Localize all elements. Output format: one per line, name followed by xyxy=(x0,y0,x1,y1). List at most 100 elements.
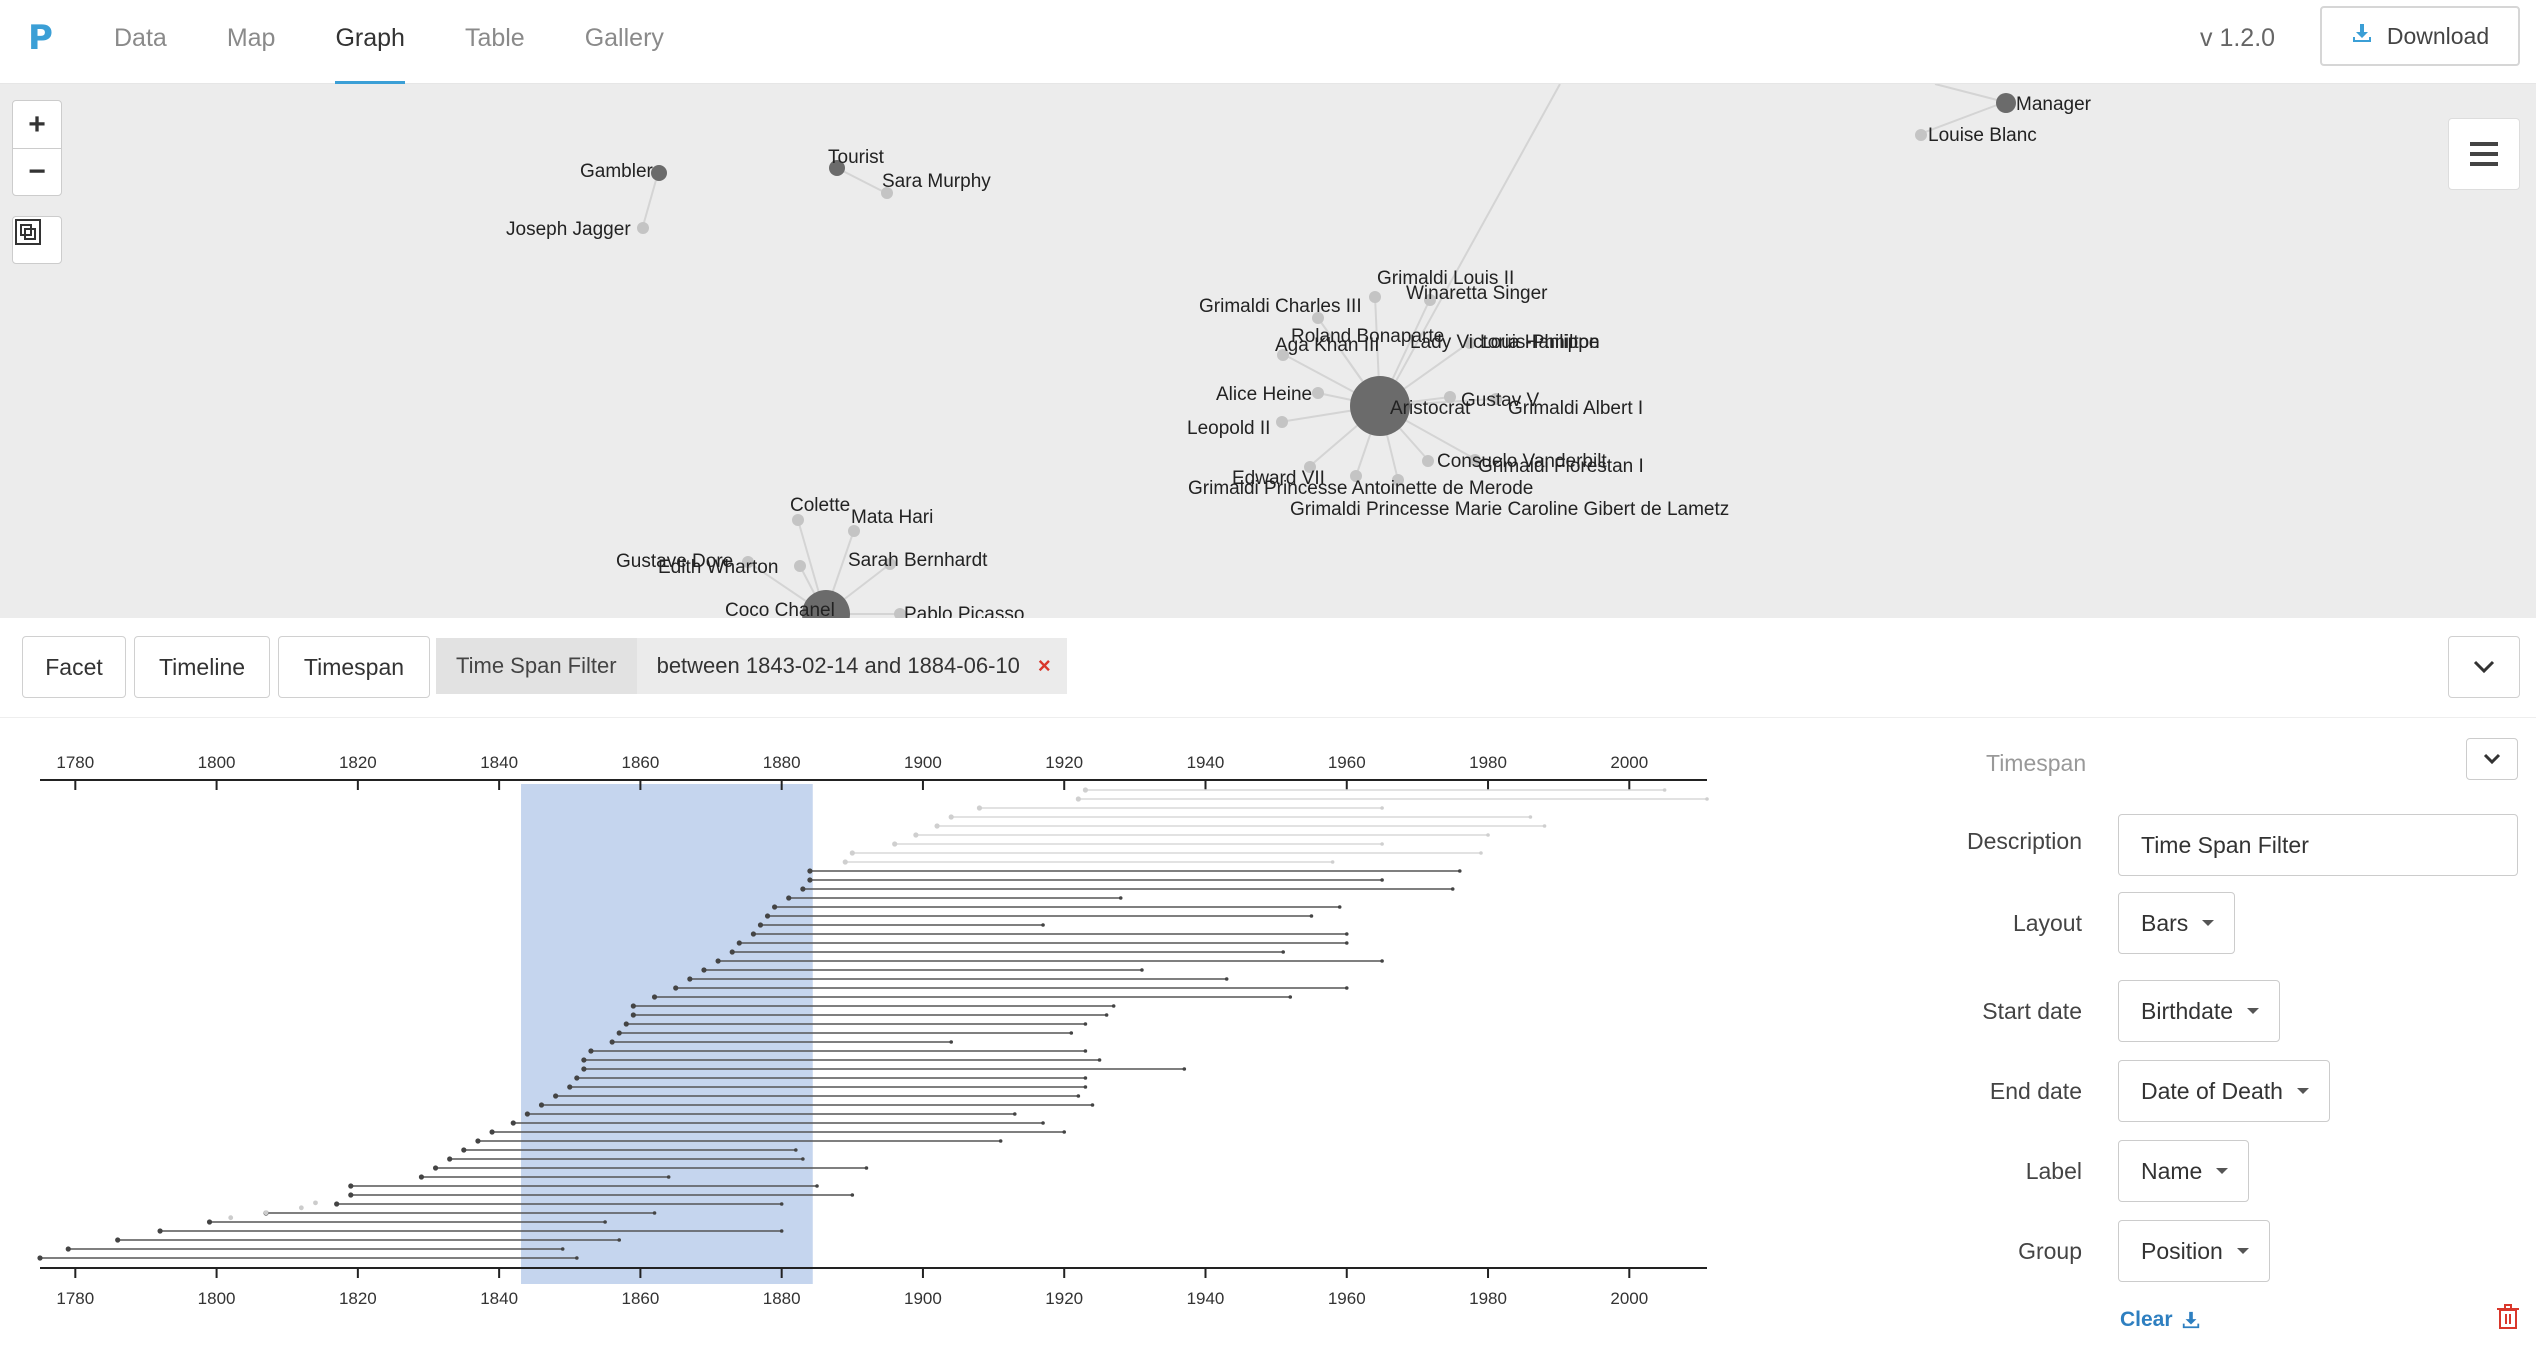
timespan-bar[interactable] xyxy=(37,1255,579,1261)
tab-map[interactable]: Map xyxy=(226,24,276,52)
tab-table[interactable]: Table xyxy=(464,24,525,52)
node-tourist[interactable] xyxy=(829,160,845,176)
timespan-bar[interactable] xyxy=(757,922,1045,928)
node-gambler[interactable] xyxy=(651,165,667,181)
trash-icon[interactable] xyxy=(2496,1304,2520,1335)
zoom-in-button[interactable]: + xyxy=(28,107,46,141)
timespan-bar[interactable] xyxy=(432,1165,869,1171)
timespan-bar[interactable] xyxy=(934,823,1547,829)
node-gustav-v[interactable] xyxy=(1444,391,1456,403)
timespan-bar[interactable] xyxy=(581,1066,1187,1072)
node-aristocrat[interactable] xyxy=(1350,376,1410,436)
timespan-bar[interactable] xyxy=(1075,796,1709,802)
timespan-bar[interactable] xyxy=(206,1219,607,1225)
facet-button[interactable]: Facet xyxy=(22,636,126,698)
label-dropdown[interactable]: Name xyxy=(2118,1140,2250,1202)
node-grimaldi-florestan-i[interactable] xyxy=(1469,454,1481,466)
timespan-bar[interactable] xyxy=(701,967,1144,973)
network-graph[interactable]: Manager Louise Blanc Tourist Sara Murphy… xyxy=(0,84,2536,618)
timespan-bar[interactable] xyxy=(715,958,1384,964)
node-edith-wharton[interactable] xyxy=(794,560,806,572)
timespan-bar[interactable] xyxy=(553,1093,1081,1099)
end-date-dropdown[interactable]: Date of Death xyxy=(2118,1060,2330,1122)
timespan-bar[interactable] xyxy=(849,850,1483,856)
timespan-bar[interactable] xyxy=(807,877,1384,883)
description-input[interactable] xyxy=(2118,814,2518,876)
timespan-button[interactable]: Timespan xyxy=(278,636,430,698)
timespan-bar[interactable] xyxy=(673,985,1349,991)
node-gustave-dore[interactable] xyxy=(742,556,754,568)
collapse-panel-button[interactable] xyxy=(2448,636,2520,698)
timespan-bar[interactable] xyxy=(588,1048,1088,1054)
timespan-bar[interactable] xyxy=(807,868,1462,874)
tab-gallery[interactable]: Gallery xyxy=(584,24,664,52)
timespan-bar[interactable] xyxy=(574,1075,1088,1081)
graph-nodes[interactable] xyxy=(637,93,2016,618)
node-alice-heine[interactable] xyxy=(1312,387,1324,399)
timespan-bar[interactable] xyxy=(581,1057,1102,1063)
timespan-bar[interactable] xyxy=(623,1021,1088,1027)
app-logo[interactable]: P xyxy=(28,18,53,58)
node-louise-blanc[interactable] xyxy=(1915,129,1927,141)
timespan-bar[interactable] xyxy=(729,949,1285,955)
timespan-bar[interactable] xyxy=(538,1102,1095,1108)
timespan-bar[interactable] xyxy=(115,1237,622,1243)
timespan-bar[interactable] xyxy=(651,994,1293,1000)
node-aga-khan-iii[interactable] xyxy=(1277,349,1289,361)
timespan-bar[interactable] xyxy=(461,1147,798,1153)
fit-view-button[interactable] xyxy=(12,216,62,264)
remove-filter-button[interactable]: × xyxy=(1031,638,1067,694)
timespan-bar[interactable] xyxy=(348,1183,819,1189)
node-coco-chanel[interactable] xyxy=(802,590,850,618)
graph-menu-button[interactable] xyxy=(2448,118,2520,190)
tab-graph[interactable]: Graph xyxy=(305,0,434,84)
timespan-bar[interactable] xyxy=(750,931,1349,937)
timespan-bar[interactable] xyxy=(567,1084,1088,1090)
timespan-bar[interactable] xyxy=(764,913,1314,919)
timespan-bar[interactable] xyxy=(948,814,1533,820)
time-span-selection[interactable] xyxy=(521,784,813,1284)
node-winaretta-singer[interactable] xyxy=(1424,294,1436,306)
timespan-bar[interactable] xyxy=(65,1246,565,1252)
filter-name[interactable]: Time Span Filter xyxy=(436,638,637,694)
node-grimaldi-albert-i[interactable] xyxy=(1490,393,1502,405)
node-colette[interactable] xyxy=(792,514,804,526)
timespan-bar[interactable] xyxy=(609,1039,953,1045)
timespan-bar[interactable] xyxy=(348,1192,855,1198)
timespan-bar[interactable] xyxy=(913,832,1490,838)
node-mata-hari[interactable] xyxy=(848,525,860,537)
timespan-bar[interactable] xyxy=(976,805,1384,811)
node-grimaldi-charles-iii[interactable] xyxy=(1369,291,1381,303)
node-manager[interactable] xyxy=(1996,93,2016,113)
timespan-bar[interactable] xyxy=(630,1003,1116,1009)
timespan-bar[interactable] xyxy=(510,1120,1045,1126)
timespan-bar[interactable] xyxy=(1082,787,1667,793)
timespan-bar[interactable] xyxy=(489,1129,1067,1135)
download-button[interactable]: Download xyxy=(2320,6,2520,66)
timespan-bar[interactable] xyxy=(786,895,1123,901)
timespan-bar[interactable] xyxy=(447,1156,805,1162)
group-dropdown[interactable]: Position xyxy=(2118,1220,2270,1282)
zoom-out-button[interactable]: − xyxy=(13,148,61,195)
timespan-bar[interactable] xyxy=(772,904,1342,910)
panel-toggle-button[interactable] xyxy=(2466,738,2518,780)
timespan-bar[interactable] xyxy=(842,859,1335,865)
timespan-bar[interactable] xyxy=(418,1174,671,1180)
timeline-chart[interactable]: 1780 1800 1820 1840 1860 1880 1900 1920 1940 1960… xyxy=(0,718,1760,1354)
node-grimaldi-princesse-antoinette[interactable] xyxy=(1350,470,1362,482)
timespan-bar[interactable] xyxy=(687,976,1229,982)
timespan-bar[interactable] xyxy=(800,886,1455,892)
node-edward-vii[interactable] xyxy=(1304,461,1316,473)
timespan-bar[interactable] xyxy=(334,1201,784,1207)
tab-data[interactable]: Data xyxy=(114,24,167,52)
timespan-bar[interactable] xyxy=(616,1030,1074,1036)
node-leopold-ii[interactable] xyxy=(1276,416,1288,428)
timespan-bar[interactable] xyxy=(475,1138,1003,1144)
timeline-button[interactable]: Timeline xyxy=(134,636,270,698)
layout-dropdown[interactable]: Bars xyxy=(2118,892,2236,954)
node-consuelo-vanderbilt[interactable] xyxy=(1422,455,1434,467)
timespan-bar[interactable] xyxy=(524,1111,1017,1117)
timespan-bar[interactable] xyxy=(157,1228,784,1234)
start-date-dropdown[interactable]: Birthdate xyxy=(2118,980,2281,1042)
node-sara-murphy[interactable] xyxy=(881,187,893,199)
